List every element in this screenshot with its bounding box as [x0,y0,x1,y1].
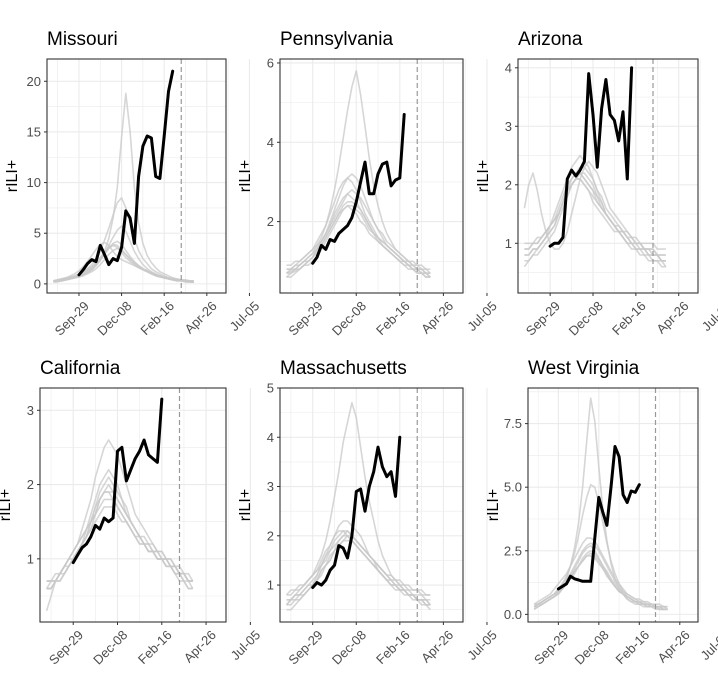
y-tick-label: 0 [34,276,41,291]
panel-border [279,387,464,623]
current-season-line [556,445,641,591]
y-tick-label: 2 [267,528,274,543]
y-tick-label: 5.0 [504,480,522,495]
past-season-line-8 [46,491,193,590]
y-tick-label: 1 [27,551,34,566]
panel-border [279,58,464,294]
past-season-line-7 [285,204,431,278]
y-tick-label: 2 [267,214,274,229]
y-tick-label: 20 [27,74,41,89]
current-season-line [71,397,164,565]
past-season-line-5 [286,204,431,278]
series-group [45,388,194,622]
series-group [523,59,667,293]
panel-border [46,58,227,294]
y-tick-label: 1 [267,578,274,593]
panel-title: Pennsylvania [280,29,393,50]
current-season-line [311,113,406,265]
past-season-line-8 [533,550,668,611]
y-axis-label: rILI+ [485,489,502,521]
current-season-line [311,435,402,589]
y-axis-label: rILI+ [4,160,21,192]
y-tick-label: 3 [267,479,274,494]
panel-border [39,387,227,623]
y-tick-label: 3 [27,403,34,418]
past-season-line-3 [46,476,194,582]
current-season-line [548,66,634,248]
panel-title: West Virginia [528,358,640,379]
y-tick-label: 4 [267,135,274,150]
y-axis-label: rILI+ [475,160,492,192]
past-season-line-3 [533,537,668,608]
y-tick-label: 4 [505,60,512,75]
y-tick-label: 0.0 [504,607,522,622]
y-tick-label: 7.5 [504,416,522,431]
panel-background [47,59,226,293]
y-tick-label: 6 [267,55,274,70]
panel-title: Arizona [518,29,583,50]
y-axis-label: rILI+ [237,489,254,521]
series-group [533,388,669,622]
y-tick-label: 2 [27,477,34,492]
panel-title: Massachusetts [280,358,407,379]
current-season-line [77,69,175,277]
y-tick-label: 15 [27,124,41,139]
past-season-line-5 [524,172,667,268]
series-group [53,59,195,293]
past-season-line-4 [533,542,669,610]
past-season-line-7 [524,178,666,262]
series-group [285,59,431,293]
panel-title: California [40,358,121,379]
past-season-line-8 [286,193,431,274]
past-season-line-4 [53,241,194,282]
y-tick-label: 2.5 [504,543,522,558]
past-season-line-6 [285,530,431,596]
y-tick-label: 1 [505,236,512,251]
panel-title: Missouri [47,29,118,50]
y-axis-label: rILI+ [0,489,14,521]
past-season-line-8 [53,243,194,283]
y-tick-label: 5 [34,226,41,241]
y-tick-label: 5 [267,381,274,396]
series-group [285,388,431,622]
y-tick-label: 2 [505,177,512,192]
y-tick-label: 4 [267,430,274,445]
y-axis-label: rILI+ [237,160,254,192]
panel-border [517,58,699,294]
y-tick-label: 10 [27,175,41,190]
past-season-line-8 [524,172,666,256]
panel-border [527,387,699,623]
y-tick-label: 3 [505,119,512,134]
past-season-line-8 [285,535,431,606]
